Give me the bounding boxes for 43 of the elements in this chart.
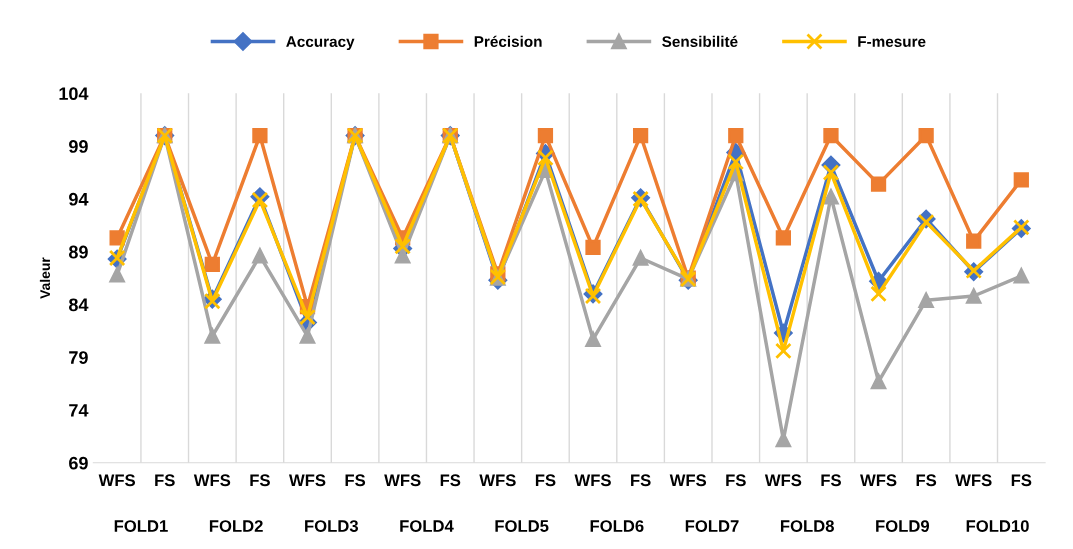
text: FOLD1 (114, 520, 168, 532)
y-tick-label: 84 (68, 298, 89, 312)
x-tick-label: WFS (955, 474, 992, 487)
x-tick-label: FS (250, 474, 270, 487)
x-tick-label: FS (631, 474, 651, 487)
y-axis-title: Valeur (39, 257, 51, 299)
x-tick-label: FS (916, 474, 937, 487)
x-tick-label: WFS (669, 474, 707, 487)
x-tick-label: WFS (193, 474, 231, 487)
text: FOLD10 (966, 520, 1029, 532)
x-tick-label: FS (726, 474, 746, 487)
x-tick-label: WFS (479, 474, 516, 487)
x-tick-label: FS (821, 474, 841, 487)
x-tick-label: WFS (289, 474, 326, 487)
text: FOLD2 (209, 520, 263, 532)
legend-label: Sensibilité (662, 35, 738, 47)
y-tick-label: 104 (59, 87, 89, 101)
y-tick-label: 94 (69, 192, 89, 206)
text: FOLD3 (305, 520, 358, 532)
text: FOLD5 (495, 520, 549, 532)
legend-label: F-mesure (858, 36, 926, 47)
text: FOLD8 (780, 520, 834, 532)
legend-label: Accuracy (286, 36, 355, 51)
x-tick-label: WFS (764, 474, 802, 487)
text: FOLD9 (876, 520, 930, 532)
y-tick-label: 74 (69, 404, 89, 417)
x-tick-label: WFS (860, 474, 897, 487)
text: FOLD6 (590, 520, 644, 532)
text: FOLD4 (400, 520, 454, 532)
legend-label: Précision (474, 35, 542, 47)
x-tick-label: FS (345, 474, 366, 487)
text: FOLD7 (685, 520, 739, 532)
y-tick-label: 99 (69, 140, 88, 153)
x-tick-label: FS (440, 474, 461, 487)
x-tick-label: FS (1011, 474, 1032, 487)
x-tick-label: WFS (98, 474, 136, 487)
y-tick-label: 79 (69, 351, 88, 364)
x-tick-label: FS (155, 474, 175, 487)
x-tick-label: FS (535, 474, 556, 487)
y-tick-label: 69 (69, 456, 88, 470)
y-tick-label: 89 (68, 245, 88, 259)
x-tick-label: WFS (574, 474, 611, 487)
x-tick-label: WFS (384, 474, 421, 487)
